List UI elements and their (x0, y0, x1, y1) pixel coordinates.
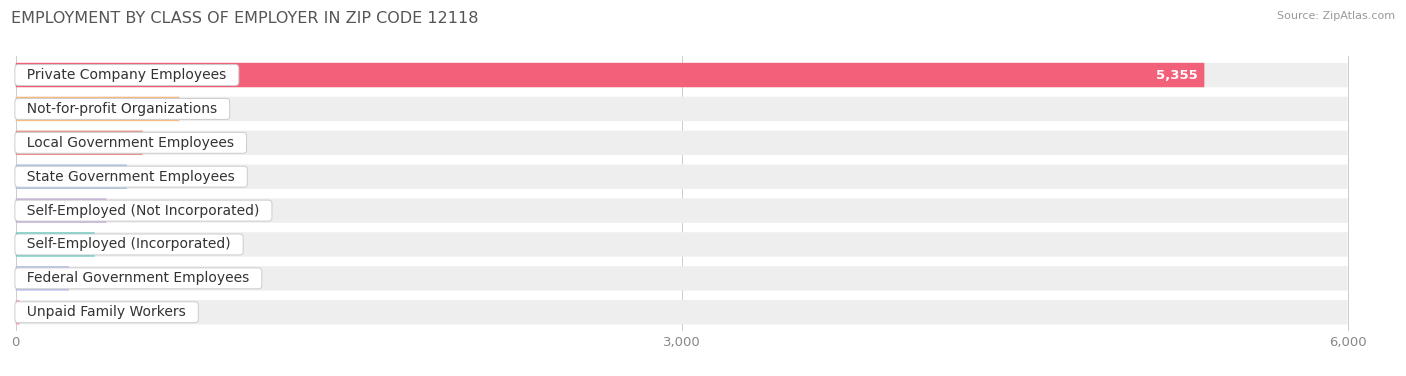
Text: 572: 572 (153, 136, 179, 149)
FancyBboxPatch shape (15, 232, 1347, 257)
FancyBboxPatch shape (15, 266, 1347, 291)
Text: 240: 240 (80, 272, 105, 285)
Text: Source: ZipAtlas.com: Source: ZipAtlas.com (1277, 11, 1395, 21)
FancyBboxPatch shape (15, 63, 1347, 87)
Text: State Government Employees: State Government Employees (18, 170, 243, 184)
FancyBboxPatch shape (15, 266, 69, 291)
Text: 0: 0 (32, 306, 39, 319)
FancyBboxPatch shape (15, 97, 180, 121)
FancyBboxPatch shape (15, 300, 1347, 324)
Text: Private Company Employees: Private Company Employees (18, 68, 235, 82)
Text: Federal Government Employees: Federal Government Employees (18, 271, 259, 285)
Text: 5,355: 5,355 (1156, 68, 1198, 82)
FancyBboxPatch shape (15, 97, 1347, 121)
FancyBboxPatch shape (15, 130, 1347, 155)
Text: Not-for-profit Organizations: Not-for-profit Organizations (18, 102, 226, 116)
FancyBboxPatch shape (15, 63, 1205, 87)
FancyBboxPatch shape (15, 164, 1347, 189)
Text: Self-Employed (Incorporated): Self-Employed (Incorporated) (18, 238, 240, 252)
Text: EMPLOYMENT BY CLASS OF EMPLOYER IN ZIP CODE 12118: EMPLOYMENT BY CLASS OF EMPLOYER IN ZIP C… (11, 11, 479, 26)
FancyBboxPatch shape (15, 199, 1347, 223)
Text: 409: 409 (117, 204, 142, 217)
FancyBboxPatch shape (15, 199, 107, 223)
Text: Local Government Employees: Local Government Employees (18, 136, 243, 150)
FancyBboxPatch shape (15, 164, 127, 189)
Text: 737: 737 (190, 102, 215, 115)
Text: 501: 501 (138, 170, 163, 183)
Text: Unpaid Family Workers: Unpaid Family Workers (18, 305, 195, 319)
Text: 356: 356 (105, 238, 131, 251)
Text: Self-Employed (Not Incorporated): Self-Employed (Not Incorporated) (18, 203, 269, 218)
FancyBboxPatch shape (15, 300, 20, 324)
FancyBboxPatch shape (15, 232, 94, 257)
FancyBboxPatch shape (15, 130, 142, 155)
